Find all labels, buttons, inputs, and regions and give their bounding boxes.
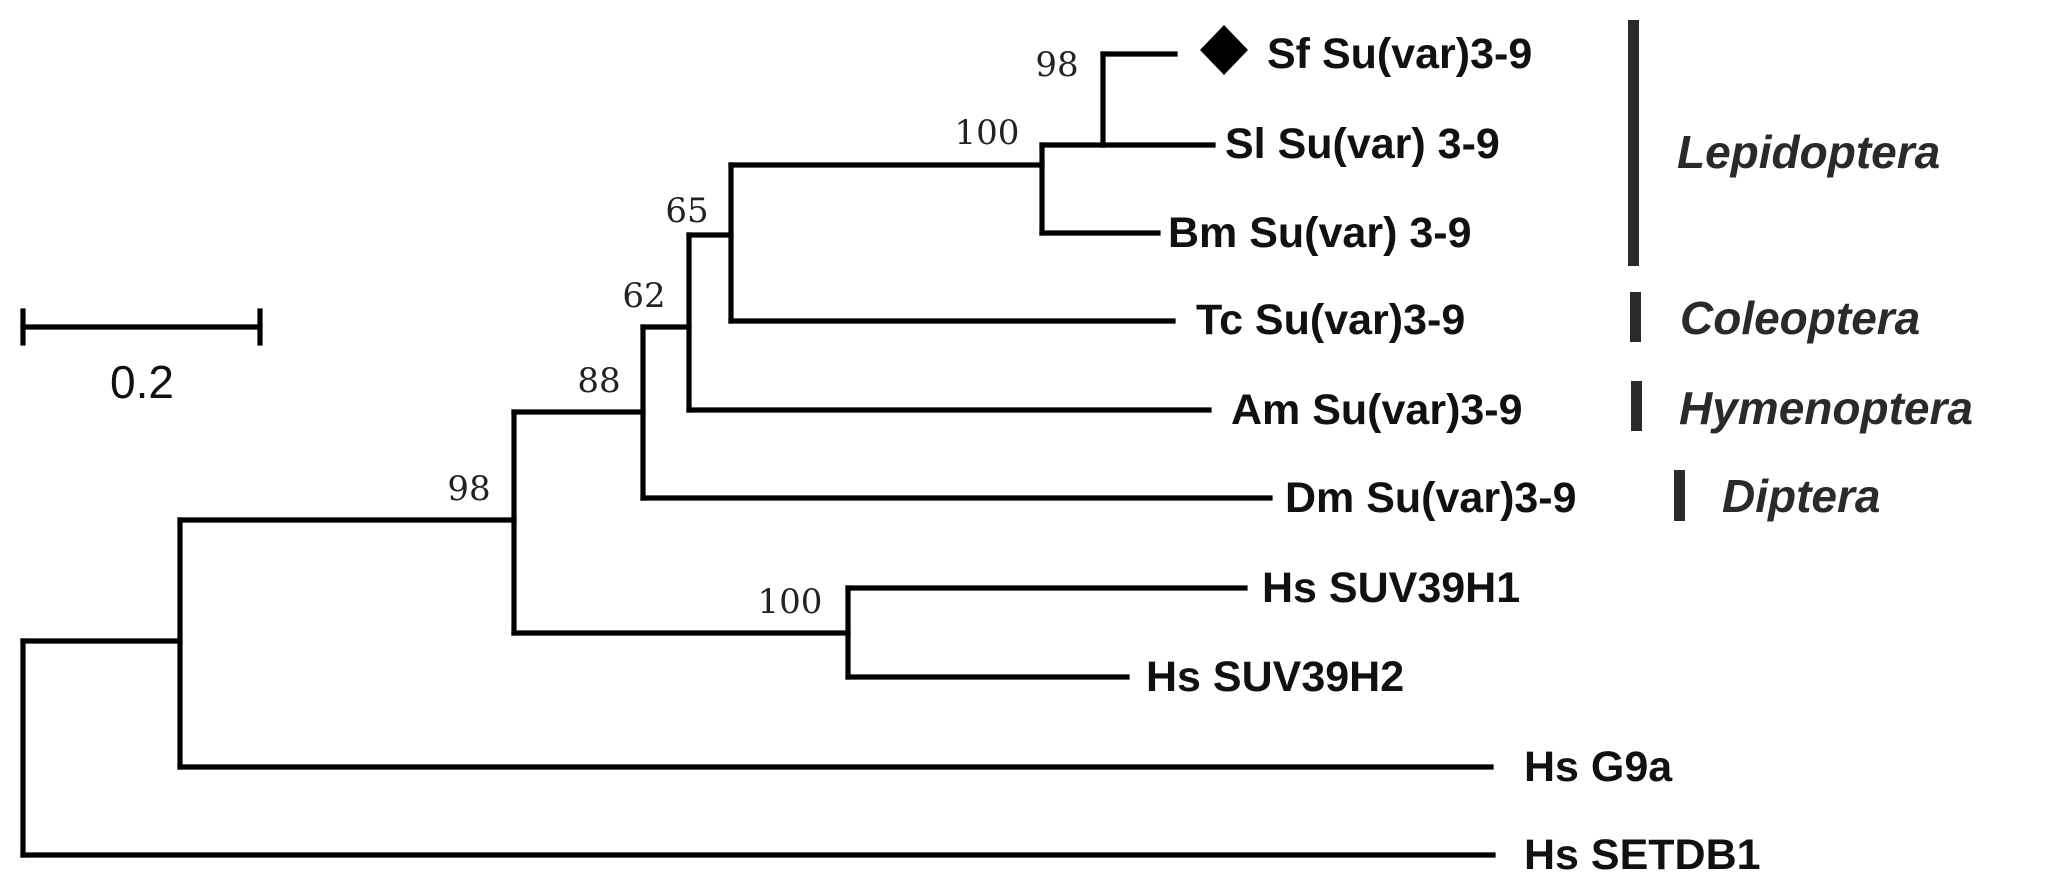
clade-bar-diptera (1674, 470, 1685, 521)
taxon-label-tc: Tc Su(var)3-9 (1196, 296, 1465, 344)
clade-labels: Lepidoptera Coleoptera Hymenoptera Dipte… (1677, 126, 1973, 522)
taxon-label-sf: Sf Su(var)3-9 (1267, 30, 1532, 78)
clade-label-lepidoptera: Lepidoptera (1677, 126, 1940, 178)
clade-bar-hymenoptera (1631, 381, 1642, 431)
clade-label-coleoptera: Coleoptera (1680, 292, 1920, 344)
tree-branches (20, 51, 1496, 858)
bootstrap-value: 98 (1035, 45, 1078, 85)
bootstrap-value: 88 (577, 361, 620, 401)
scale-bar: 0.2 (20, 308, 263, 408)
clade-label-diptera: Diptera (1722, 470, 1880, 522)
bootstrap-value: 62 (622, 276, 665, 316)
diamond-icon (1200, 25, 1248, 75)
clade-bar-coleoptera (1630, 292, 1641, 342)
taxon-label-sl: Sl Su(var) 3-9 (1225, 120, 1500, 168)
bootstrap-value: 100 (955, 113, 1020, 153)
scale-bar-label: 0.2 (110, 356, 174, 408)
taxon-label-am: Am Su(var)3-9 (1231, 386, 1523, 434)
clade-label-hymenoptera: Hymenoptera (1679, 382, 1973, 434)
taxon-labels: Sf Su(var)3-9 Sl Su(var) 3-9 Bm Su(var) … (1146, 30, 1761, 879)
taxon-label-suv39h2: Hs SUV39H2 (1146, 653, 1404, 701)
clade-bar-lepidoptera (1628, 20, 1639, 266)
taxon-label-dm: Dm Su(var)3-9 (1285, 474, 1577, 522)
taxon-label-g9a: Hs G9a (1524, 743, 1673, 791)
taxon-label-bm: Bm Su(var) 3-9 (1168, 209, 1471, 257)
bootstrap-value: 98 (447, 469, 490, 509)
taxon-label-suv39h1: Hs SUV39H1 (1262, 564, 1520, 612)
taxon-label-setdb1: Hs SETDB1 (1524, 831, 1761, 879)
bootstrap-value: 100 (758, 582, 823, 622)
bootstrap-value: 65 (665, 191, 708, 231)
bootstrap-values: 98 100 65 62 88 98 100 (447, 45, 1078, 622)
clade-bars (1628, 20, 1685, 521)
